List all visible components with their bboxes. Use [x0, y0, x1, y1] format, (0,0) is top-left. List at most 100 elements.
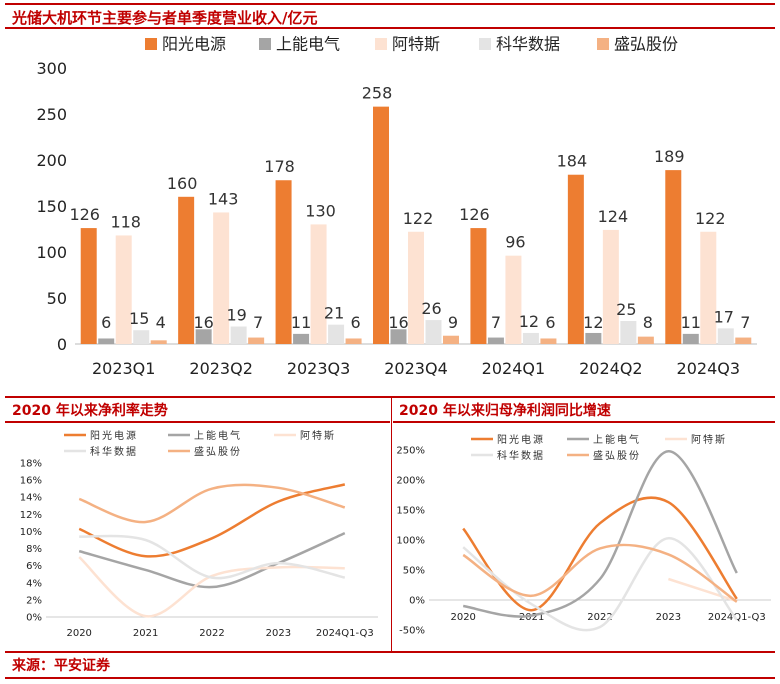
y-tick-label: 12% — [20, 510, 42, 521]
data-label: 189 — [654, 147, 685, 166]
data-label: 15 — [129, 309, 149, 328]
y-tick-label: 150 — [36, 197, 67, 216]
y-tick-label: 50 — [47, 289, 67, 308]
data-label: 7 — [740, 313, 750, 332]
bar-上能电气 — [487, 337, 504, 344]
legend-label: 科华数据 — [497, 449, 545, 462]
bar-阿特斯 — [408, 231, 424, 344]
series-line-科华数据 — [79, 534, 346, 580]
bar-阿特斯 — [115, 235, 132, 344]
x-tick-label: 2024Q1 — [482, 359, 546, 378]
top-chart-title: 光储大机环节主要参与者单季度营业收入/亿元 — [12, 9, 318, 27]
mid-divider — [391, 396, 392, 651]
legend-swatch — [375, 38, 387, 50]
y-tick-label: -50% — [399, 626, 425, 637]
series-line-阿特斯 — [78, 556, 345, 618]
y-tick-label: 100 — [36, 243, 67, 262]
x-tick-label: 2023 — [656, 612, 681, 623]
data-label: 124 — [598, 207, 629, 226]
y-tick-label: 50% — [403, 566, 425, 577]
legend-label: 科华数据 — [90, 445, 138, 458]
data-label: 11 — [291, 313, 311, 332]
bar-科华数据 — [230, 326, 247, 344]
bar-阳光电源 — [470, 228, 487, 344]
data-label: 11 — [681, 313, 701, 332]
y-tick-label: 2% — [26, 595, 42, 606]
data-label: 118 — [110, 212, 141, 231]
y-tick-label: 0 — [57, 335, 67, 354]
data-label: 122 — [695, 209, 726, 228]
bar-上能电气 — [585, 332, 602, 344]
top-title-rule — [5, 27, 775, 29]
x-tick-label: 2023Q3 — [287, 359, 351, 378]
bar-阿特斯 — [602, 229, 619, 344]
bar-科华数据 — [620, 321, 637, 344]
data-label: 126 — [69, 205, 100, 224]
bar-盛弘股份 — [735, 337, 752, 344]
data-label: 16 — [193, 313, 213, 332]
bar-科华数据 — [717, 328, 734, 344]
x-tick-label: 2024Q1-Q3 — [708, 612, 766, 623]
legend-label: 科华数据 — [496, 35, 560, 54]
data-label: 126 — [459, 205, 490, 224]
data-label: 258 — [362, 84, 393, 103]
legend-swatch — [597, 38, 609, 50]
bar-上能电气 — [195, 329, 212, 344]
legend-label: 阿特斯 — [392, 35, 440, 54]
y-tick-label: 0% — [26, 613, 42, 624]
bar-阿特斯 — [213, 212, 230, 344]
y-tick-label: 14% — [20, 493, 42, 504]
x-tick-label: 2020 — [450, 612, 475, 623]
data-label: 19 — [226, 306, 246, 325]
series-line-阳光电源 — [462, 496, 738, 612]
bar-盛弘股份 — [345, 338, 362, 344]
data-label: 130 — [305, 201, 336, 220]
legend-label: 上能电气 — [276, 35, 340, 54]
y-tick-label: 250 — [36, 105, 67, 124]
x-tick-label: 2021 — [133, 628, 158, 639]
x-tick-label: 2023Q2 — [189, 359, 253, 378]
mid-rule — [5, 396, 775, 398]
right-chart-title: 2020 年以来归母净利润同比增速 — [399, 403, 611, 419]
y-tick-label: 150% — [396, 506, 425, 517]
bar-科华数据 — [425, 320, 442, 344]
profit-growth-line-chart: -50% 0% 50% 100% 150% 200% 250% 2020 2021 2022 202… — [396, 433, 771, 637]
data-label: 12 — [583, 313, 603, 332]
legend-label: 上能电气 — [593, 433, 641, 446]
data-label: 7 — [491, 313, 501, 332]
y-tick-label: 300 — [36, 59, 67, 78]
x-tick-label: 2020 — [66, 628, 91, 639]
y-tick-label: 0% — [409, 596, 425, 607]
left-title-rule — [5, 421, 390, 423]
y-tick-label: 4% — [26, 578, 42, 589]
x-tick-label: 2024Q1-Q3 — [316, 628, 374, 639]
y-tick-label: 200% — [396, 476, 425, 487]
x-tick-label: 2022 — [199, 628, 224, 639]
bar-阿特斯 — [310, 224, 327, 344]
data-label: 12 — [519, 312, 539, 331]
data-label: 21 — [324, 304, 344, 323]
legend-label: 阿特斯 — [300, 429, 336, 442]
legend-label: 阿特斯 — [691, 433, 727, 446]
bar-科华数据 — [133, 330, 150, 344]
legend-label: 阳光电源 — [162, 35, 226, 54]
bar-阳光电源 — [178, 196, 195, 344]
data-label: 26 — [421, 299, 441, 318]
bar-盛弘股份 — [540, 338, 557, 344]
y-tick-label: 6% — [26, 561, 42, 572]
legend-label: 阳光电源 — [90, 429, 138, 442]
bar-阿特斯 — [505, 255, 522, 344]
bar-科华数据 — [522, 332, 539, 344]
data-label: 4 — [156, 313, 166, 332]
y-tick-label: 100% — [396, 536, 425, 547]
bar-盛弘股份 — [248, 337, 265, 344]
y-tick-label: 18% — [20, 459, 42, 470]
y-tick-label: 200 — [36, 151, 67, 170]
legend-swatch — [479, 38, 491, 50]
data-label: 6 — [101, 313, 111, 332]
legend-label: 盛弘股份 — [593, 449, 641, 462]
bar-上能电气 — [390, 329, 407, 344]
x-tick-label: 2024Q2 — [579, 359, 643, 378]
y-tick-label: 10% — [20, 527, 42, 538]
net-margin-line-chart: 0% 2% 4% 6% 8% 10% 12% 14% 16% 18% 2020 2021 2022 202… — [20, 429, 378, 639]
